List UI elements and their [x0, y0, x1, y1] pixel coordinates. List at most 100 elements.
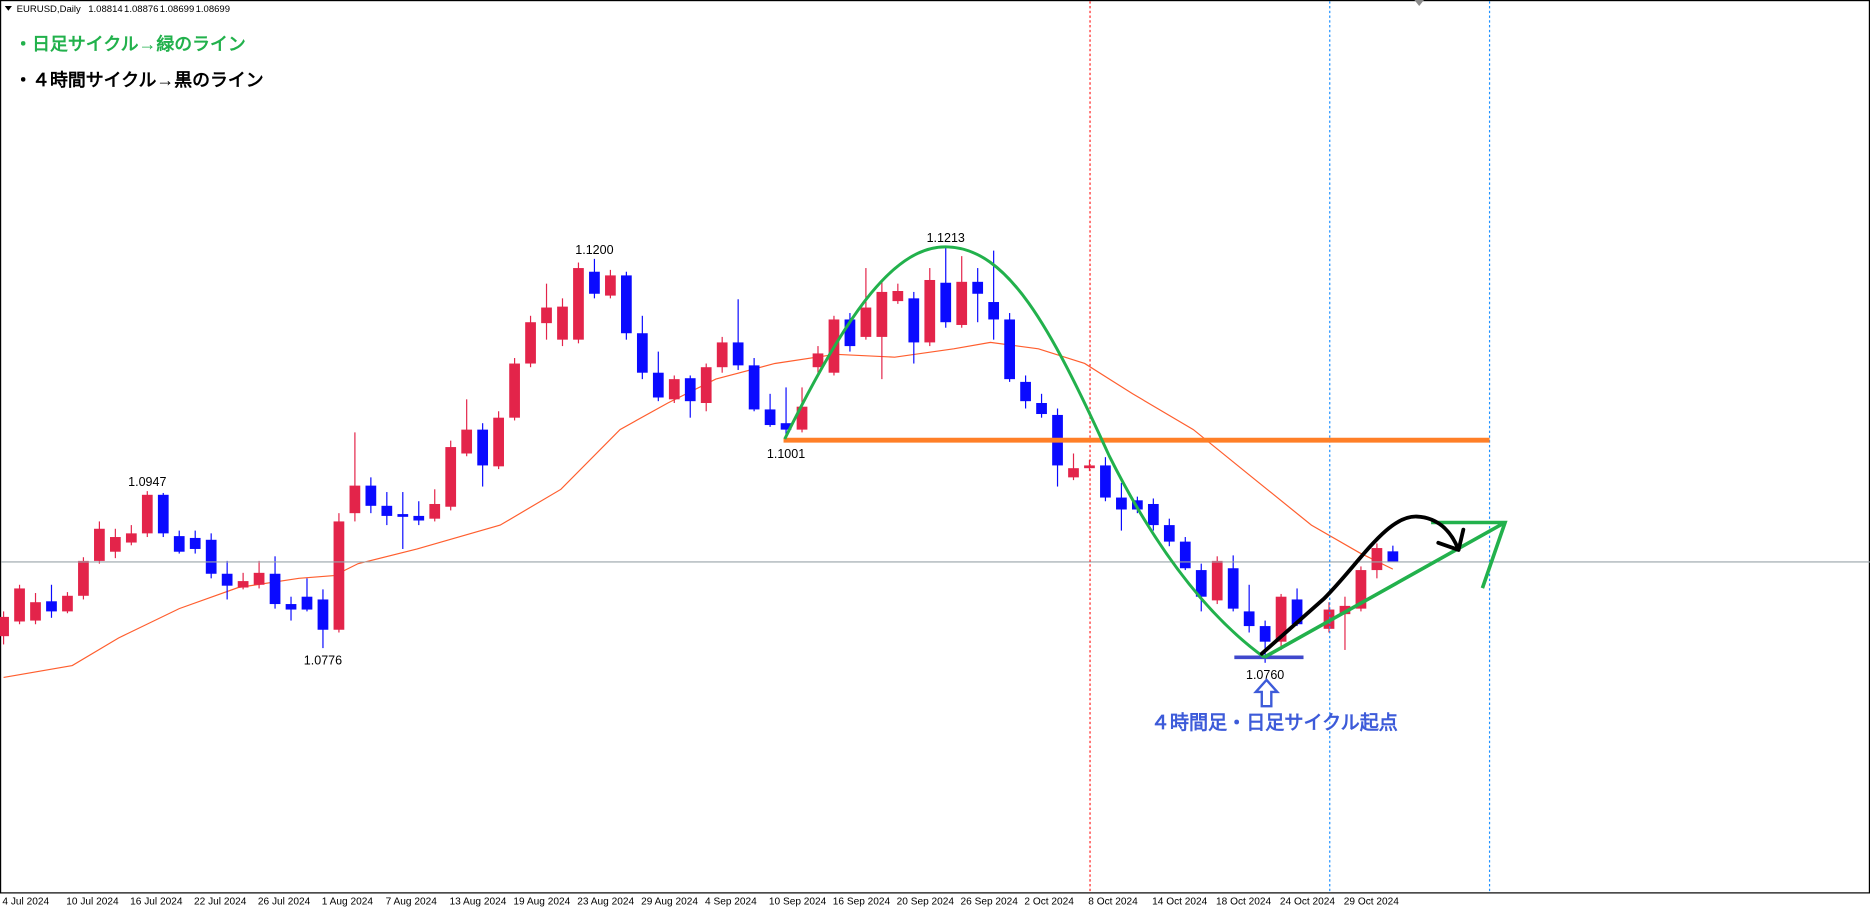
candle-body: [716, 342, 728, 368]
candle-body: [301, 596, 313, 610]
annotation: ・日足サイクル→緑のライン: [14, 33, 245, 54]
candle-body: [796, 406, 808, 430]
header-menu-icon[interactable]: [4, 5, 12, 11]
candle-body: [1068, 468, 1079, 478]
candle-body: [924, 279, 936, 343]
candle-body: [620, 275, 632, 334]
candle-body: [748, 365, 760, 410]
candle-body: [652, 372, 664, 398]
candle-body: [684, 378, 696, 402]
candle-body: [493, 417, 504, 467]
candle-body: [46, 601, 57, 612]
price-label: 1.1213: [927, 231, 965, 245]
candle-body: [1371, 548, 1383, 571]
candle-body: [780, 423, 792, 430]
candle-body: [30, 602, 41, 621]
candle-body: [78, 560, 89, 596]
header-low: 1.08699: [160, 4, 194, 15]
x-tick-label: 4 Jul 2024: [2, 897, 49, 908]
daily-cycle-curve: [783, 245, 1266, 659]
candle-body: [237, 581, 249, 588]
candle-body: [940, 282, 952, 323]
x-tick-label: 16 Sep 2024: [833, 897, 891, 908]
price-label: 1.1200: [575, 243, 613, 257]
candle-body: [1116, 497, 1127, 510]
candle-body: [141, 494, 153, 534]
candle-body: [445, 447, 457, 507]
x-tick-label: 10 Jul 2024: [66, 897, 119, 908]
header-open: 1.08814: [88, 4, 123, 15]
up-arrow-icon: [1253, 678, 1280, 708]
candle-body: [812, 353, 824, 368]
candle-body: [333, 521, 345, 630]
candle-body: [589, 271, 600, 294]
candle-body: [1020, 381, 1031, 402]
candle-body: [700, 367, 712, 404]
x-tick-label: 2 Oct 2024: [1024, 897, 1074, 908]
candle-body: [1339, 605, 1351, 615]
candle-body: [1355, 570, 1367, 609]
x-tick-label: 7 Aug 2024: [386, 897, 438, 908]
shift-marker: [1414, 0, 1424, 6]
candle-body: [1163, 525, 1175, 542]
candle-body: [1147, 503, 1159, 526]
candle-body: [413, 515, 425, 521]
candle-body: [908, 298, 920, 343]
candle-body: [221, 573, 233, 586]
candle-body: [62, 595, 73, 612]
candle-body: [988, 302, 1000, 320]
x-tick-label: 20 Sep 2024: [897, 897, 955, 908]
candle-body: [1195, 570, 1207, 597]
candle-body: [732, 342, 744, 366]
candle-body: [972, 281, 984, 294]
candle-body: [892, 291, 904, 302]
h4-cycle-curve: [1259, 514, 1466, 656]
candle-body: [109, 537, 121, 552]
candle-body: [636, 333, 648, 373]
candle-body: [844, 319, 856, 347]
candle-body: [1275, 596, 1287, 642]
candle-body: [573, 268, 584, 340]
candle-body: [1243, 611, 1255, 627]
candle-body: [1004, 319, 1015, 380]
candle-body: [876, 291, 888, 337]
x-tick-label: 4 Sep 2024: [705, 897, 757, 908]
x-tick-label: 8 Oct 2024: [1088, 897, 1138, 908]
candle-body: [269, 573, 281, 605]
x-tick-label: 29 Aug 2024: [641, 897, 698, 908]
candle-body: [94, 528, 105, 561]
x-tick-label: 18 Oct 2024: [1216, 897, 1272, 908]
candle-body: [285, 604, 297, 610]
candle-body: [317, 599, 329, 630]
candle-body: [956, 281, 968, 325]
x-tick-label: 24 Oct 2024: [1280, 897, 1336, 908]
candle-body: [253, 572, 265, 585]
price-label: 1.0776: [304, 654, 342, 668]
candle-body: [668, 379, 680, 400]
x-tick-label: 23 Aug 2024: [577, 897, 634, 908]
candle-body: [125, 533, 137, 543]
annotation: ・４時間サイクル→黒のライン: [14, 70, 263, 90]
x-tick-label: 14 Oct 2024: [1152, 897, 1208, 908]
candle-body: [605, 275, 616, 296]
header-close: 1.08699: [196, 4, 230, 15]
candle-body: [381, 505, 393, 516]
candle-body: [557, 306, 568, 340]
x-tick-label: 19 Aug 2024: [513, 897, 570, 908]
candle-body: [764, 409, 776, 426]
candle-body: [429, 503, 441, 519]
candle-body: [461, 429, 473, 454]
candle-body: [173, 536, 185, 552]
x-tick-label: 29 Oct 2024: [1344, 897, 1400, 908]
annotation: ４時間足・日足サイクル起点: [1151, 712, 1398, 734]
x-tick-label: 16 Jul 2024: [130, 897, 183, 908]
price-label: 1.0760: [1246, 668, 1284, 682]
candle-body: [1387, 551, 1399, 562]
daily-cycle-arrow: [1263, 520, 1508, 659]
candle-body: [1211, 560, 1223, 601]
candle-body: [477, 429, 489, 466]
